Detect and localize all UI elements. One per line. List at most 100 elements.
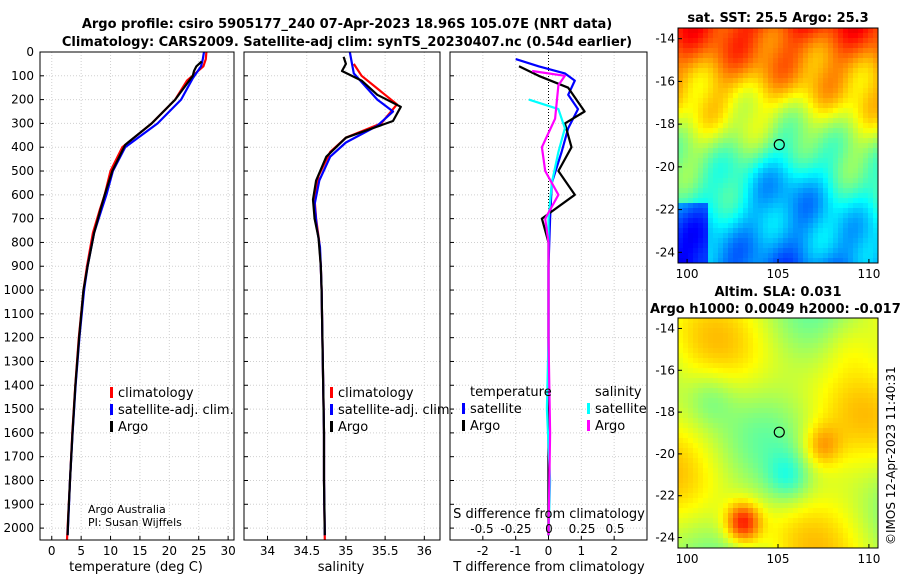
- map-cell: [858, 213, 864, 219]
- map-cell: [773, 453, 779, 459]
- map-cell: [708, 538, 714, 544]
- map-cell: [843, 38, 849, 44]
- map-cell: [768, 153, 774, 159]
- map-cell: [703, 503, 709, 509]
- map-cell: [738, 408, 744, 414]
- map-cell: [743, 193, 749, 199]
- map-cell: [753, 393, 759, 399]
- map-cell: [843, 403, 849, 409]
- map-cell: [863, 83, 869, 89]
- map-cell: [853, 383, 859, 389]
- map-cell: [778, 213, 784, 219]
- map-cell: [693, 373, 699, 379]
- map-cell: [803, 208, 809, 214]
- map-cell: [693, 213, 699, 219]
- map-cell: [783, 238, 789, 244]
- map-cell: [713, 78, 719, 84]
- map-cell: [793, 418, 799, 424]
- map-cell: [728, 183, 734, 189]
- map-cell: [788, 378, 794, 384]
- y-tick-label: 1400: [3, 378, 34, 392]
- map-cell: [838, 378, 844, 384]
- map-cell: [773, 33, 779, 39]
- map-cell: [683, 478, 689, 484]
- map-cell: [708, 448, 714, 454]
- map-cell: [873, 433, 879, 439]
- map-cell: [738, 443, 744, 449]
- map-cell: [783, 143, 789, 149]
- map-cell: [843, 58, 849, 64]
- map-cell: [723, 223, 729, 229]
- map-cell: [713, 488, 719, 494]
- map-cell: [693, 363, 699, 369]
- map-cell: [718, 468, 724, 474]
- map-cell: [823, 513, 829, 519]
- map-cell: [718, 28, 724, 34]
- map-cell: [718, 433, 724, 439]
- map-cell: [718, 393, 724, 399]
- map-cell: [758, 43, 764, 49]
- map-cell: [723, 358, 729, 364]
- map-cell: [683, 28, 689, 34]
- map-cell: [818, 58, 824, 64]
- map-cell: [823, 468, 829, 474]
- map-cell: [718, 63, 724, 69]
- map-cell: [853, 128, 859, 134]
- map-cell: [788, 83, 794, 89]
- map-cell: [758, 518, 764, 524]
- map-cell: [693, 208, 699, 214]
- map-cell: [763, 43, 769, 49]
- map-cell: [713, 118, 719, 124]
- map-cell: [768, 503, 774, 509]
- map-cell: [833, 478, 839, 484]
- map-cell: [728, 83, 734, 89]
- map-cell: [743, 208, 749, 214]
- map-cell: [773, 63, 779, 69]
- map-cell: [678, 78, 684, 84]
- y-tick-label: 500: [11, 164, 34, 178]
- map-cell: [713, 418, 719, 424]
- map-cell: [778, 158, 784, 164]
- map-cell: [773, 203, 779, 209]
- map-cell: [768, 433, 774, 439]
- map-cell: [733, 113, 739, 119]
- map-cell: [723, 413, 729, 419]
- map-cell: [753, 533, 759, 539]
- map-cell: [793, 508, 799, 514]
- map-cell: [843, 63, 849, 69]
- map-cell: [823, 213, 829, 219]
- map-cell: [808, 118, 814, 124]
- map-cell: [828, 428, 834, 434]
- map-cell: [748, 328, 754, 334]
- argo-location-marker: [773, 426, 785, 438]
- map-cell: [713, 388, 719, 394]
- map-cell: [838, 383, 844, 389]
- map-cell: [738, 323, 744, 329]
- map-cell: [823, 333, 829, 339]
- map-cell: [698, 433, 704, 439]
- map-cell: [863, 523, 869, 529]
- map-cell: [753, 358, 759, 364]
- map-cell: [843, 148, 849, 154]
- map-cell: [703, 403, 709, 409]
- map-cell: [863, 338, 869, 344]
- map-cell: [808, 258, 814, 264]
- map-cell: [833, 88, 839, 94]
- map-cell: [718, 463, 724, 469]
- map-cell: [748, 483, 754, 489]
- map-cell: [858, 498, 864, 504]
- map-cell: [853, 443, 859, 449]
- map-cell: [678, 168, 684, 174]
- map-cell: [763, 348, 769, 354]
- map-cell: [738, 258, 744, 264]
- map-cell: [873, 473, 879, 479]
- map-cell: [718, 108, 724, 114]
- map-cell: [808, 318, 814, 324]
- map-cell: [698, 473, 704, 479]
- map-cell: [748, 243, 754, 249]
- map-cell: [808, 103, 814, 109]
- map-cell: [818, 128, 824, 134]
- map-cell: [823, 163, 829, 169]
- map-cell: [868, 193, 874, 199]
- map-cell: [813, 533, 819, 539]
